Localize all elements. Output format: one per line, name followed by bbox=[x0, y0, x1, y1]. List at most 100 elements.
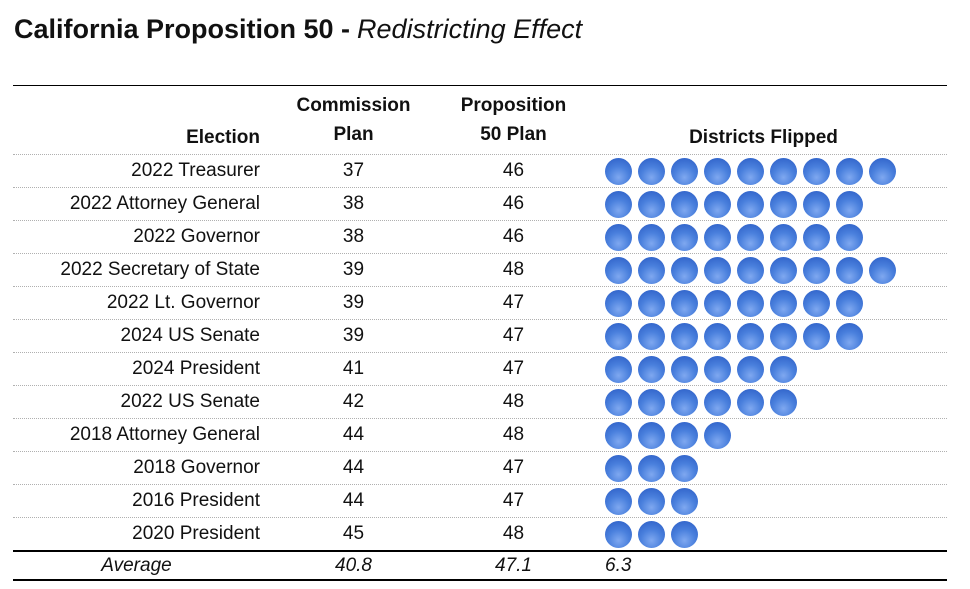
election-cell: 2022 Lt. Governor bbox=[106, 292, 260, 313]
table-row: 2022 US Senate 42 48 bbox=[13, 385, 947, 418]
table-row: 2024 President 41 47 bbox=[13, 352, 947, 385]
table-average-row: Average 40.8 47.1 6.3 bbox=[13, 550, 947, 581]
district-flipped-dot bbox=[671, 421, 698, 449]
district-flipped-dot bbox=[671, 157, 698, 185]
prop50-plan-cell: 47 bbox=[502, 325, 525, 346]
district-flipped-dot bbox=[638, 388, 665, 416]
districts-flipped-dots bbox=[580, 320, 947, 353]
district-flipped-dot bbox=[836, 223, 863, 251]
district-flipped-dot bbox=[803, 223, 830, 251]
district-flipped-dot bbox=[605, 322, 632, 350]
district-flipped-dot bbox=[605, 388, 632, 416]
table-row: 2018 Governor 44 47 bbox=[13, 451, 947, 484]
table-row: 2016 President 44 47 bbox=[13, 484, 947, 517]
district-flipped-dot bbox=[605, 289, 632, 317]
commission-plan-cell: 39 bbox=[342, 292, 365, 313]
commission-plan-cell: 38 bbox=[342, 226, 365, 247]
districts-flipped-dots bbox=[580, 419, 947, 452]
redistricting-table: Election Commission Plan Proposition 50 Pl… bbox=[13, 85, 947, 581]
district-flipped-dot bbox=[770, 388, 797, 416]
election-cell: 2018 Governor bbox=[133, 457, 260, 478]
district-flipped-dot bbox=[638, 157, 665, 185]
district-flipped-dot bbox=[671, 487, 698, 515]
election-cell: 2020 President bbox=[132, 523, 260, 544]
prop50-plan-cell: 47 bbox=[502, 457, 525, 478]
district-flipped-dot bbox=[737, 157, 764, 185]
district-flipped-dot bbox=[671, 520, 698, 548]
district-flipped-dot bbox=[836, 256, 863, 284]
average-commission-value: 40.8 bbox=[335, 554, 372, 576]
district-flipped-dot bbox=[671, 256, 698, 284]
commission-plan-cell: 39 bbox=[342, 325, 365, 346]
district-flipped-dot bbox=[605, 355, 632, 383]
district-flipped-dot bbox=[704, 190, 731, 218]
district-flipped-dot bbox=[638, 223, 665, 251]
table-row: 2022 Lt. Governor 39 47 bbox=[13, 286, 947, 319]
district-flipped-dot bbox=[671, 355, 698, 383]
district-flipped-dot bbox=[671, 289, 698, 317]
election-cell: 2022 US Senate bbox=[120, 391, 260, 412]
page: California Proposition 50 - Redistricting… bbox=[0, 12, 970, 589]
district-flipped-dot bbox=[638, 520, 665, 548]
district-flipped-dot bbox=[803, 322, 830, 350]
district-flipped-dot bbox=[704, 421, 731, 449]
prop50-plan-cell: 47 bbox=[502, 490, 525, 511]
district-flipped-dot bbox=[869, 256, 896, 284]
election-cell: 2022 Treasurer bbox=[131, 160, 260, 181]
districts-flipped-dots bbox=[580, 287, 947, 320]
district-flipped-dot bbox=[638, 190, 665, 218]
district-flipped-dot bbox=[671, 322, 698, 350]
table-header-row: Election Commission Plan Proposition 50 Pl… bbox=[13, 86, 947, 154]
commission-plan-cell: 38 bbox=[342, 193, 365, 214]
prop50-plan-cell: 48 bbox=[502, 523, 525, 544]
prop50-plan-cell: 48 bbox=[502, 424, 525, 445]
title-subtitle: Redistricting Effect bbox=[357, 14, 583, 44]
district-flipped-dot bbox=[737, 289, 764, 317]
election-cell: 2022 Governor bbox=[133, 226, 260, 247]
district-flipped-dot bbox=[638, 289, 665, 317]
districts-flipped-dots bbox=[580, 485, 947, 518]
election-cell: 2018 Attorney General bbox=[69, 424, 260, 445]
average-flipped-value: 6.3 bbox=[605, 554, 632, 576]
election-cell: 2016 President bbox=[132, 490, 260, 511]
district-flipped-dot bbox=[704, 355, 731, 383]
district-flipped-dot bbox=[770, 289, 797, 317]
district-flipped-dot bbox=[605, 454, 632, 482]
districts-flipped-dots bbox=[580, 518, 947, 551]
district-flipped-dot bbox=[770, 157, 797, 185]
district-flipped-dot bbox=[638, 421, 665, 449]
district-flipped-dot bbox=[704, 157, 731, 185]
district-flipped-dot bbox=[737, 388, 764, 416]
district-flipped-dot bbox=[770, 355, 797, 383]
table-row: 2022 Secretary of State 39 48 bbox=[13, 253, 947, 286]
election-cell: 2024 US Senate bbox=[120, 325, 260, 346]
district-flipped-dot bbox=[704, 388, 731, 416]
prop50-plan-cell: 46 bbox=[502, 160, 525, 181]
election-cell: 2022 Attorney General bbox=[69, 193, 260, 214]
districts-flipped-dots bbox=[580, 221, 947, 254]
district-flipped-dot bbox=[704, 223, 731, 251]
district-flipped-dot bbox=[605, 421, 632, 449]
district-flipped-dot bbox=[770, 190, 797, 218]
district-flipped-dot bbox=[671, 223, 698, 251]
table-row: 2022 Attorney General 38 46 bbox=[13, 187, 947, 220]
district-flipped-dot bbox=[737, 223, 764, 251]
district-flipped-dot bbox=[638, 355, 665, 383]
column-header-commission-plan: Commission Plan bbox=[296, 95, 411, 145]
district-flipped-dot bbox=[638, 322, 665, 350]
commission-plan-cell: 39 bbox=[342, 259, 365, 280]
district-flipped-dot bbox=[836, 322, 863, 350]
column-header-election: Election bbox=[186, 127, 260, 148]
district-flipped-dot bbox=[770, 223, 797, 251]
prop50-plan-cell: 46 bbox=[502, 226, 525, 247]
prop50-plan-cell: 47 bbox=[502, 358, 525, 379]
district-flipped-dot bbox=[770, 322, 797, 350]
district-flipped-dot bbox=[605, 190, 632, 218]
district-flipped-dot bbox=[605, 520, 632, 548]
table-row: 2022 Governor 38 46 bbox=[13, 220, 947, 253]
column-header-proposition-50-plan: Proposition 50 Plan bbox=[460, 95, 567, 145]
table-row: 2022 Treasurer 37 46 bbox=[13, 154, 947, 187]
district-flipped-dot bbox=[836, 190, 863, 218]
district-flipped-dot bbox=[704, 256, 731, 284]
districts-flipped-dots bbox=[580, 254, 947, 287]
